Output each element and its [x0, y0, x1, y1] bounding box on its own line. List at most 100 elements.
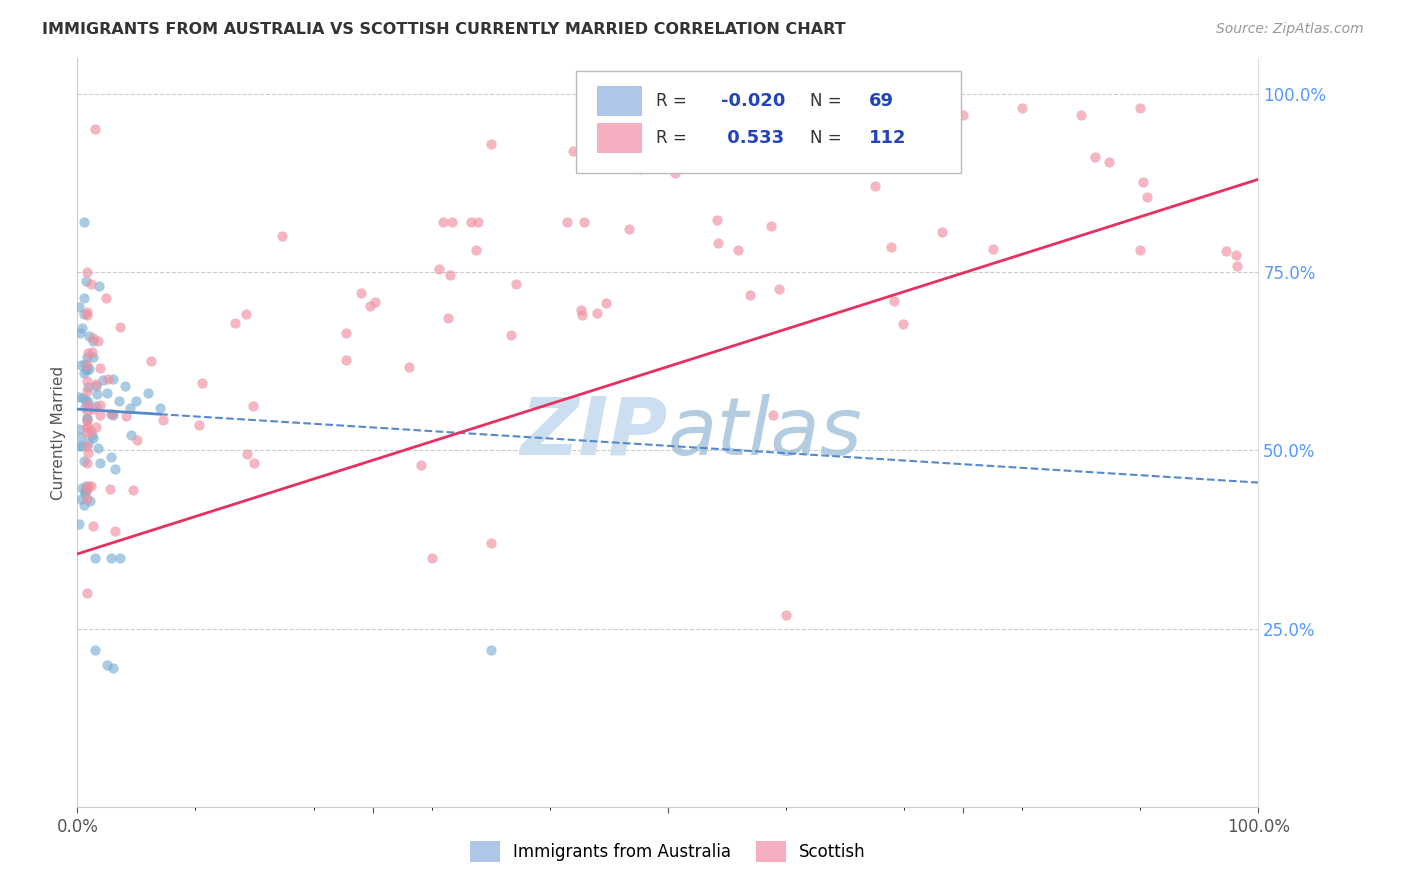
- FancyBboxPatch shape: [575, 70, 960, 173]
- Point: [657, 158, 679, 172]
- Point: [76, 350, 98, 364]
- Point: [67, 301, 90, 315]
- Point: [122, 483, 145, 498]
- Point: [67, 439, 90, 453]
- Bar: [598, 86, 643, 116]
- Point: [350, 286, 373, 301]
- Point: [152, 413, 174, 427]
- Point: [76, 412, 98, 426]
- Point: [114, 379, 136, 393]
- Point: [80, 277, 103, 292]
- Point: [73, 291, 96, 305]
- Point: [75, 483, 97, 497]
- Point: [664, 166, 686, 180]
- Point: [89, 408, 111, 422]
- Text: N =: N =: [810, 92, 841, 110]
- Point: [707, 235, 730, 250]
- Point: [76, 414, 98, 428]
- Point: [460, 215, 482, 229]
- Point: [432, 215, 454, 229]
- Point: [224, 316, 246, 330]
- Point: [188, 417, 211, 432]
- Point: [617, 222, 640, 236]
- Point: [75, 484, 97, 499]
- Point: [75, 392, 97, 407]
- Bar: [598, 123, 643, 153]
- Point: [628, 161, 651, 176]
- Point: [364, 294, 387, 309]
- Point: [84, 122, 107, 136]
- Point: [136, 386, 159, 401]
- Point: [75, 357, 97, 371]
- Point: [69, 429, 91, 443]
- Point: [437, 311, 460, 326]
- Point: [73, 454, 96, 468]
- Point: [891, 317, 914, 331]
- Point: [242, 399, 264, 413]
- Point: [86, 387, 108, 401]
- Text: 112: 112: [869, 129, 905, 147]
- Point: [1129, 243, 1152, 257]
- Point: [883, 293, 905, 308]
- Point: [120, 401, 142, 415]
- Point: [76, 358, 98, 372]
- Point: [685, 120, 707, 135]
- Point: [76, 586, 98, 600]
- Point: [76, 380, 98, 394]
- Point: [1135, 190, 1157, 204]
- Point: [82, 519, 104, 533]
- Text: -0.020: -0.020: [721, 92, 786, 110]
- Point: [359, 299, 381, 313]
- Point: [70, 359, 93, 373]
- Point: [464, 243, 486, 257]
- Point: [762, 408, 785, 422]
- Point: [96, 657, 118, 672]
- Point: [981, 242, 1004, 256]
- Point: [70, 321, 93, 335]
- Point: [952, 108, 974, 122]
- Point: [87, 279, 110, 293]
- Point: [84, 643, 107, 657]
- Point: [120, 427, 142, 442]
- Point: [1129, 101, 1152, 115]
- Point: [893, 122, 915, 136]
- Point: [76, 439, 98, 453]
- Text: ZIP: ZIP: [520, 393, 668, 472]
- Point: [104, 524, 127, 538]
- Point: [738, 288, 761, 302]
- Point: [67, 421, 90, 435]
- Text: 69: 69: [869, 92, 894, 110]
- Text: R =: R =: [657, 129, 686, 147]
- Point: [76, 492, 98, 507]
- Point: [427, 261, 450, 276]
- Point: [149, 401, 172, 415]
- Point: [398, 360, 420, 375]
- Point: [1215, 244, 1237, 258]
- Point: [89, 398, 111, 412]
- Point: [84, 420, 107, 434]
- Point: [101, 407, 124, 421]
- Point: [865, 178, 887, 193]
- Point: [73, 486, 96, 500]
- Point: [727, 243, 749, 257]
- Point: [880, 240, 903, 254]
- Point: [76, 308, 98, 322]
- Point: [76, 456, 98, 470]
- Point: [73, 400, 96, 414]
- Point: [76, 420, 98, 434]
- Point: [77, 446, 100, 460]
- Point: [1098, 154, 1121, 169]
- Point: [1070, 108, 1092, 122]
- Point: [87, 442, 110, 456]
- Point: [571, 308, 593, 322]
- Point: [73, 366, 96, 380]
- Point: [1225, 248, 1247, 262]
- Point: [97, 372, 120, 386]
- Point: [101, 372, 124, 386]
- Text: R =: R =: [657, 92, 686, 110]
- Point: [86, 378, 108, 392]
- Point: [235, 447, 257, 461]
- Point: [75, 479, 97, 493]
- Point: [931, 226, 953, 240]
- Point: [73, 215, 96, 229]
